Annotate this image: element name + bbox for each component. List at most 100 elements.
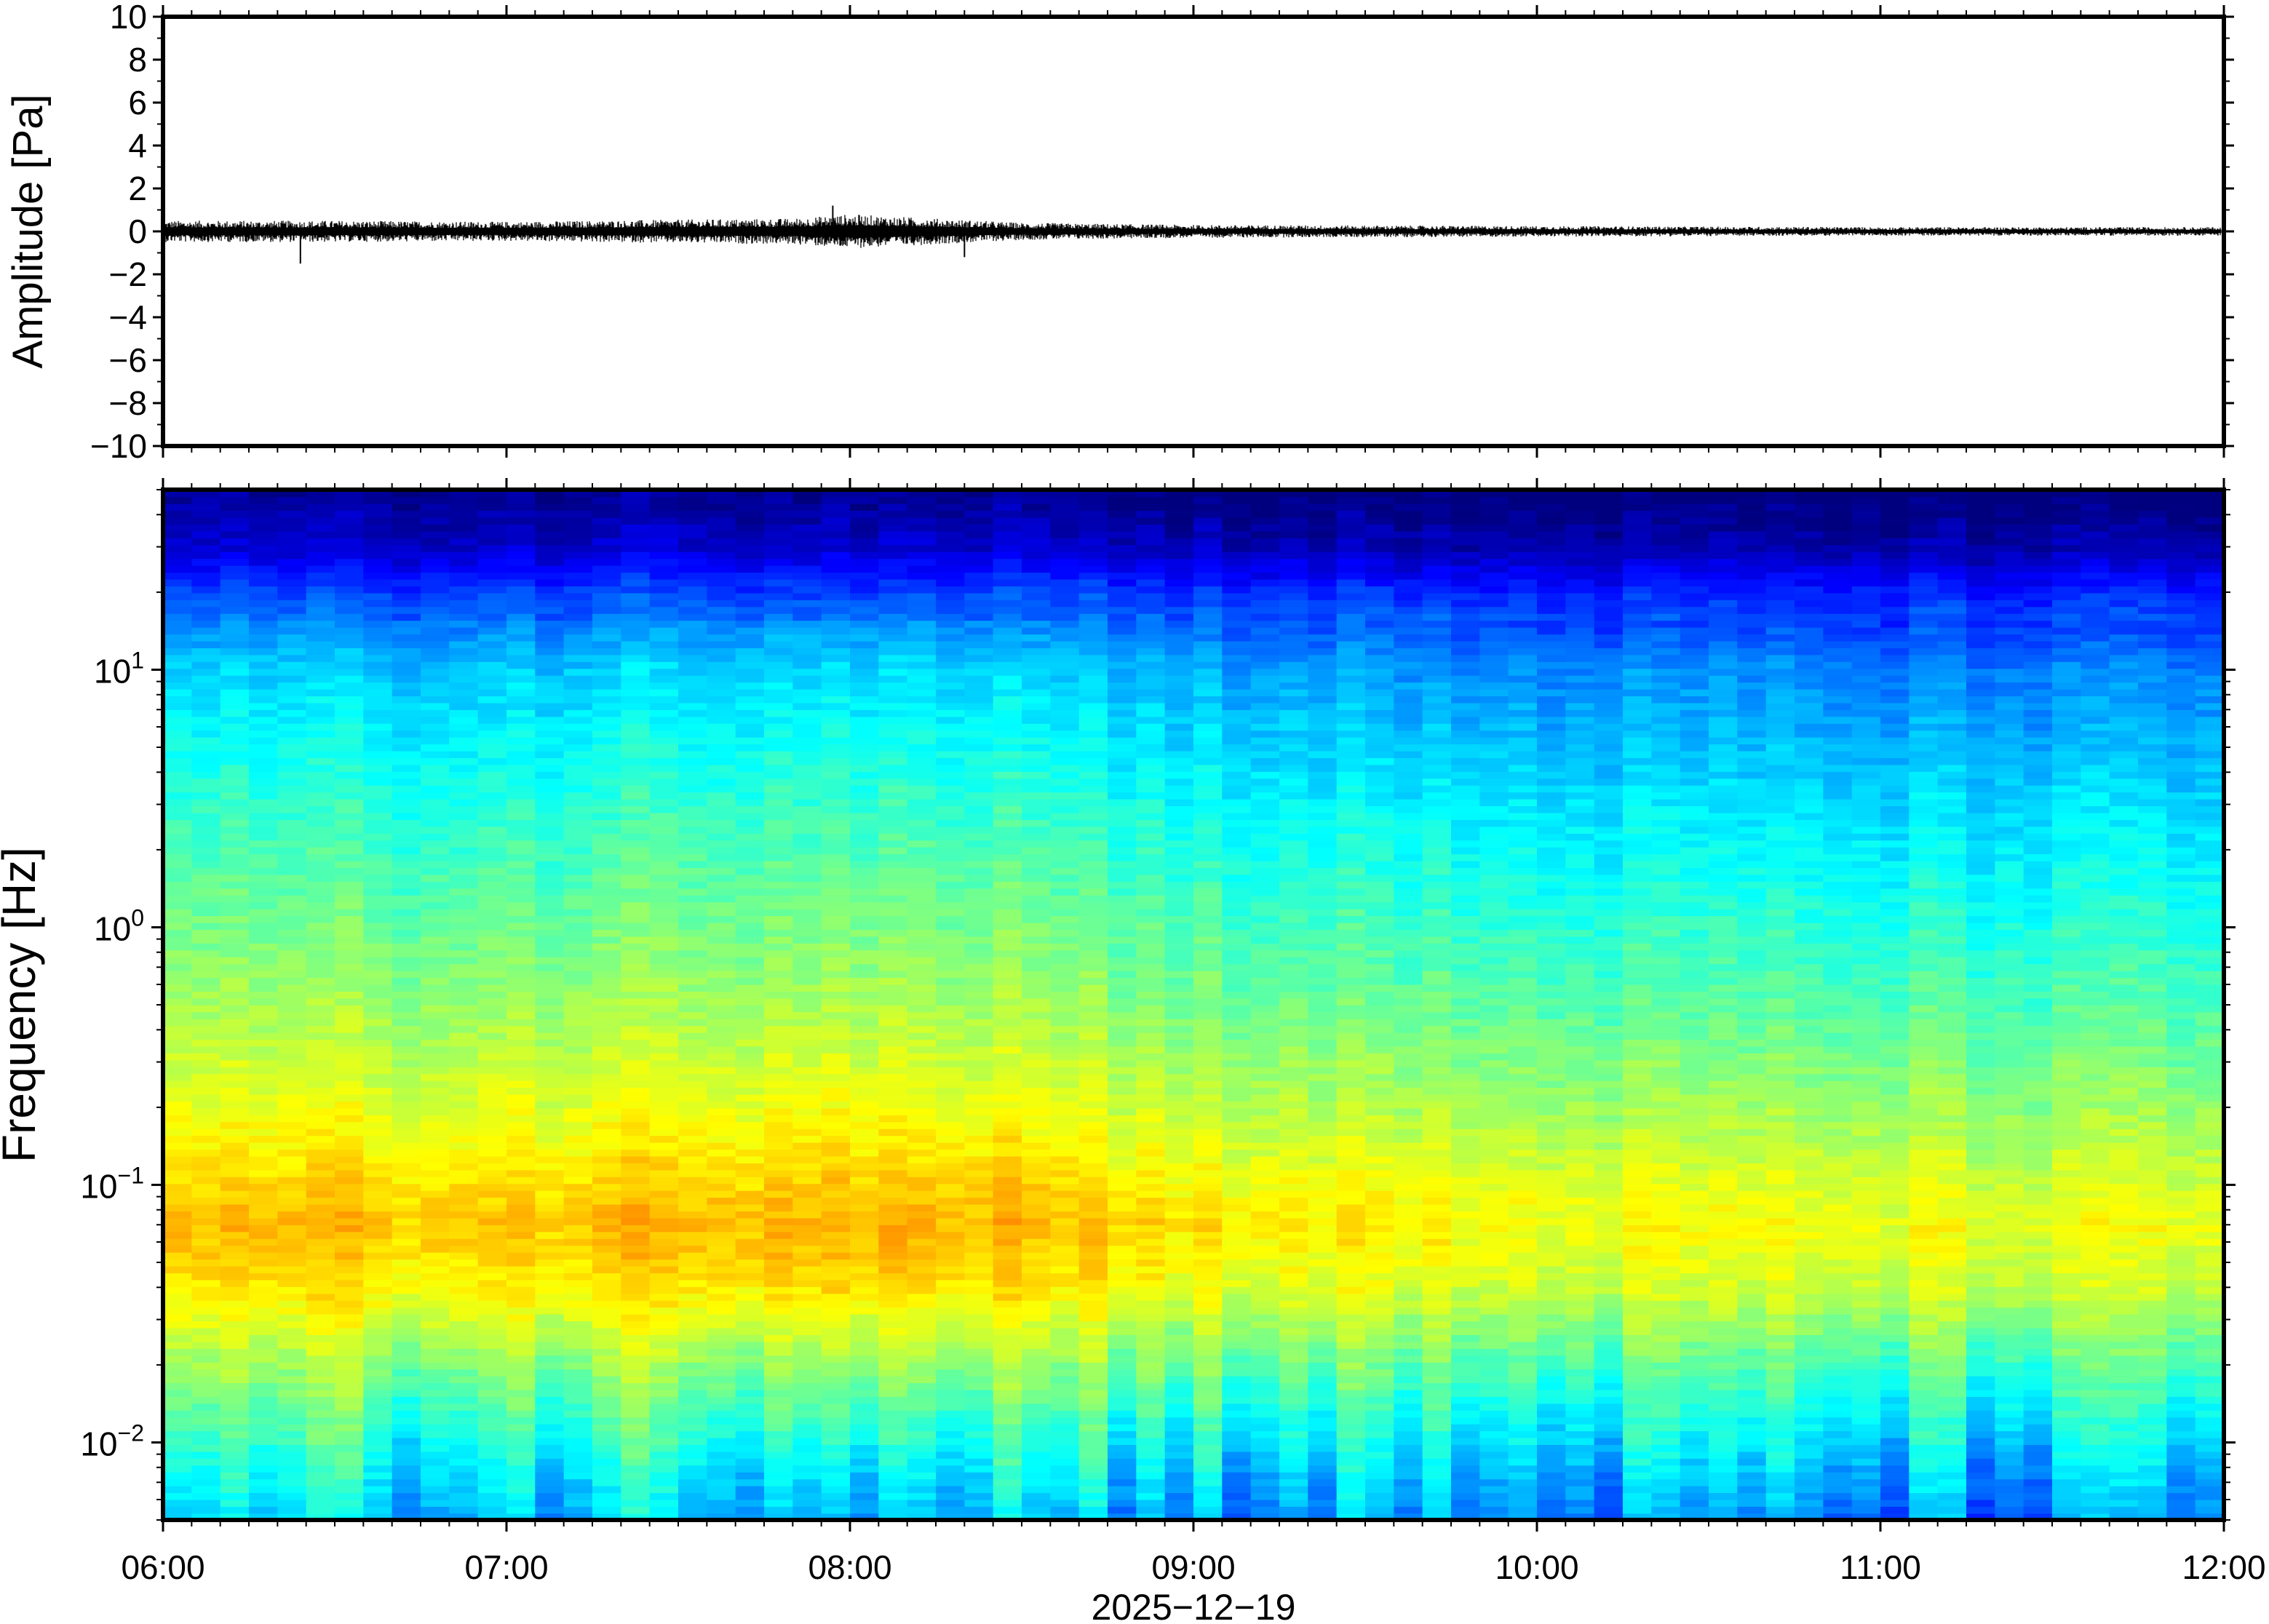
spectrogram-cell (993, 1321, 1022, 1329)
spectrogram-cell (764, 1073, 794, 1081)
spectrogram-cell (821, 1087, 851, 1095)
spectrogram-cell (163, 1375, 193, 1383)
spectrogram-cell (792, 634, 822, 642)
spectrogram-cell (392, 1389, 421, 1397)
waveform-y-tick-label: 10 (110, 0, 147, 36)
spectrogram-cell (936, 1032, 966, 1040)
spectrogram-cell (392, 1430, 421, 1438)
spectrogram-cell (621, 1149, 651, 1157)
spectrogram-cell (392, 1485, 421, 1494)
spectrogram-cell (249, 558, 279, 566)
spectrogram-cell (621, 572, 651, 580)
spectrogram-cell (907, 736, 937, 745)
spectrogram-cell (792, 1073, 822, 1081)
spectrogram-cell (792, 901, 822, 909)
spectrogram-cell (678, 1396, 708, 1404)
spectrogram-cell (249, 1430, 279, 1438)
spectrogram-cell (392, 1451, 421, 1459)
spectrogram-cell (249, 908, 279, 917)
spectrogram-cell (563, 757, 593, 765)
spectrogram-cell (964, 1225, 994, 1233)
spectrogram-cell (993, 1409, 1022, 1418)
spectrogram-cell (792, 1005, 822, 1013)
spectrogram-cell (850, 613, 880, 621)
spectrogram-cell (993, 1231, 1022, 1239)
spectrogram-cell (964, 1005, 994, 1013)
spectrogram-cell (191, 1423, 221, 1432)
spectrogram-cell (392, 1211, 421, 1219)
spectrogram-cell (764, 1307, 794, 1315)
spectrogram-cell (735, 792, 765, 800)
spectrogram-cell (764, 1259, 794, 1267)
spectrogram-cell (449, 1203, 479, 1211)
spectrogram-cell (735, 894, 765, 903)
spectrogram-cell (477, 524, 507, 532)
spectrogram-cell (878, 702, 908, 710)
spectrogram-cell (535, 668, 565, 676)
spectrogram-cell (621, 640, 651, 648)
spectrogram-cell (821, 592, 851, 600)
spectrogram-cell (936, 1492, 966, 1500)
spectrogram-cell (964, 833, 994, 841)
spectrogram-cell (335, 626, 365, 635)
spectrogram-cell (878, 1245, 908, 1253)
spectrogram-cell (621, 586, 651, 594)
spectrogram-cell (878, 736, 908, 745)
spectrogram-cell (707, 1361, 736, 1370)
spectrogram-cell (936, 1451, 966, 1459)
spectrogram-cell (563, 1437, 593, 1445)
spectrogram-cell (277, 853, 307, 861)
spectrogram-cell (850, 688, 880, 696)
spectrogram-cell (506, 661, 536, 669)
spectrogram-cell (936, 950, 966, 958)
spectrogram-cell (392, 723, 421, 731)
spectrogram-cell (878, 1334, 908, 1342)
spectrogram-cell (191, 530, 221, 538)
spectrogram-cell (707, 736, 736, 745)
spectrogram-cell (335, 1149, 365, 1157)
spectrogram-cell (563, 1053, 593, 1061)
waveform-y-tick-label: 0 (128, 212, 147, 250)
spectrogram-cell (249, 744, 279, 752)
spectrogram-cell (421, 1506, 450, 1514)
spectrogram-cell (249, 1245, 279, 1253)
spectrogram-cell (907, 1197, 937, 1205)
spectrogram-cell (964, 1073, 994, 1081)
spectrogram-cell (363, 1409, 393, 1418)
spectrogram-cell (363, 819, 393, 827)
spectrogram-cell (907, 1465, 937, 1473)
spectrogram-cell (821, 867, 851, 875)
spectrogram-cell (907, 1094, 937, 1102)
spectrogram-cell (335, 860, 365, 868)
spectrogram-cell (707, 702, 736, 710)
spectrogram-cell (335, 1259, 365, 1267)
spectrogram-cell (678, 963, 708, 971)
spectrogram-cell (993, 1225, 1022, 1233)
spectrogram-cell (306, 833, 335, 841)
spectrogram-cell (449, 894, 479, 903)
spectrogram-cell (735, 1121, 765, 1129)
spectrogram-cell (249, 1005, 279, 1013)
spectrogram-cell (277, 984, 307, 992)
spectrogram-cell (850, 860, 880, 868)
spectrogram-cell (678, 1217, 708, 1225)
spectrogram-cell (678, 1251, 708, 1260)
spectrogram-cell (535, 606, 565, 614)
spectrogram-cell (964, 1286, 994, 1294)
spectrogram-cell (735, 1499, 765, 1507)
spectrogram-cell (850, 648, 880, 656)
spectrogram-cell (335, 1121, 365, 1129)
spectrogram-cell (535, 998, 565, 1006)
spectrogram-cell (649, 888, 679, 896)
spectrogram-cell (363, 530, 393, 538)
spectrogram-cell (592, 1025, 622, 1033)
spectrogram-cell (335, 805, 365, 813)
spectrogram-cell (163, 1389, 193, 1397)
spectrogram-cell (363, 1190, 393, 1198)
spectrogram-cell (277, 1327, 307, 1335)
spectrogram-cell (850, 1203, 880, 1211)
spectrogram-cell (191, 1437, 221, 1445)
spectrogram-cell (306, 929, 335, 937)
spectrogram-cell (821, 730, 851, 738)
spectrogram-cell (563, 812, 593, 820)
